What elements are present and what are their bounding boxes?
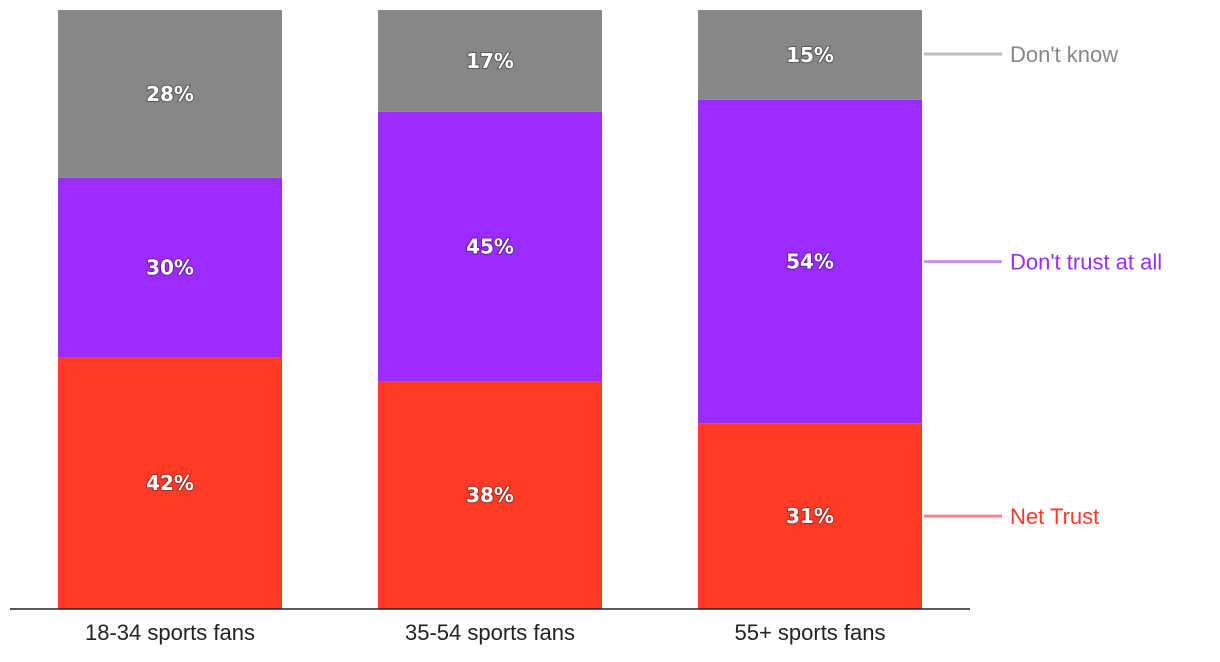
data-label-don-t-trust-at-all-2: 45% [466,235,514,259]
x-tick-label-2: 35-54 sports fans [405,620,575,645]
data-label-don-t-know-1: 28% [146,82,194,106]
x-tick-label-1: 18-34 sports fans [85,620,255,645]
bar-segment-don-t-know-2 [378,10,602,112]
bar-segment-don-t-know-1 [58,10,282,178]
data-label-don-t-trust-at-all-3: 54% [786,250,834,274]
legend: Net Trust Don't trust at all Don't know [924,42,1162,529]
data-label-don-t-trust-at-all-1: 30% [146,256,194,280]
bar-segment-don-t-know-3 [698,10,922,100]
x-tick-label-3: 55+ sports fans [734,620,885,645]
bar-segment-don-t-trust-at-all-1 [58,177,282,358]
bar-segment-don-t-trust-at-all-2 [378,111,602,382]
data-label-net-trust-2: 38% [466,483,514,507]
data-label-net-trust-1: 42% [146,471,194,495]
bar-segment-net-trust-1 [58,357,282,609]
data-label-don-t-know-2: 17% [466,49,514,73]
data-label-net-trust-3: 31% [786,504,834,528]
bars-layer [58,10,922,609]
legend-label-don-t-trust-at-all: Don't trust at all [1010,250,1162,275]
legend-label-net-trust: Net Trust [1010,504,1099,529]
bar-segment-don-t-trust-at-all-3 [698,99,922,424]
labels-layer: 42% 30% 28% 18-34 sports fans 38% 45% 17% 35-54… [85,42,886,645]
legend-label-don-t-know: Don't know [1010,42,1118,67]
bar-segment-net-trust-2 [378,381,602,609]
bar-segment-net-trust-3 [698,423,922,609]
data-label-don-t-know-3: 15% [786,43,834,67]
